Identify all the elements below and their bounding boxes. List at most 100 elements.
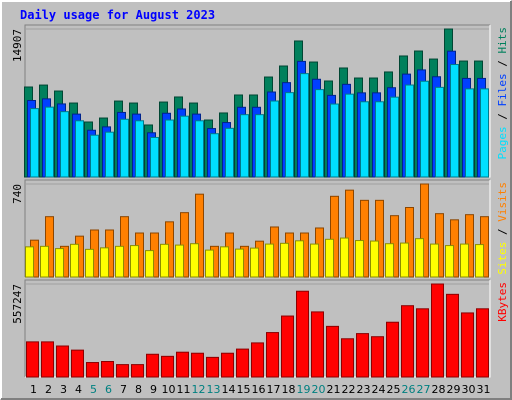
bar	[86, 362, 99, 378]
x-tick-label: 30	[462, 383, 476, 396]
bar	[180, 115, 189, 178]
x-tick-label: 25	[387, 383, 401, 396]
x-tick-label: 2	[45, 383, 52, 396]
bar	[55, 248, 64, 278]
panel-border-dark	[24, 279, 490, 377]
x-tick-label: 6	[105, 383, 112, 396]
x-tick-label: 10	[162, 383, 176, 396]
legend: Sites / Visits	[496, 182, 509, 275]
x-tick-label: 31	[477, 383, 491, 396]
bar	[100, 247, 109, 278]
bar	[220, 246, 229, 278]
x-tick-label: 5	[90, 383, 97, 396]
bar	[225, 127, 234, 178]
bar	[295, 240, 304, 278]
bar	[40, 245, 49, 278]
bar	[235, 248, 244, 278]
bar	[330, 195, 339, 278]
bar	[420, 183, 429, 278]
bar	[415, 238, 424, 278]
bar	[255, 114, 264, 178]
bar	[56, 345, 69, 378]
bar	[281, 315, 294, 378]
bar	[221, 352, 234, 378]
x-tick-label: 13	[207, 383, 221, 396]
x-tick-label: 3	[60, 383, 67, 396]
bar	[315, 89, 324, 178]
y-tick-label: 740	[11, 184, 24, 204]
bar	[475, 244, 484, 278]
y-tick-label: 557247	[11, 284, 24, 324]
x-tick-label: 1	[30, 383, 37, 396]
x-tick-label: 29	[447, 383, 461, 396]
x-tick-label: 19	[297, 383, 311, 396]
bar	[285, 92, 294, 178]
bar	[161, 355, 174, 378]
bar	[405, 207, 414, 278]
bar	[71, 349, 84, 378]
bar	[480, 88, 489, 178]
bar	[116, 364, 129, 378]
bar	[375, 101, 384, 178]
bar	[90, 134, 99, 178]
bar	[210, 133, 219, 178]
bar	[250, 247, 259, 278]
y-tick-label: 14907	[11, 29, 24, 62]
bar	[360, 101, 369, 178]
bar	[165, 119, 174, 178]
x-tick-label: 16	[252, 383, 266, 396]
x-tick-label: 9	[150, 383, 157, 396]
bar	[401, 305, 414, 378]
legend: Pages / Files / Hits	[496, 27, 509, 160]
bar	[85, 248, 94, 278]
x-tick-label: 28	[432, 383, 446, 396]
legend-entry: Pages	[496, 126, 509, 159]
bar	[356, 333, 369, 378]
legend-entry: Visits	[496, 182, 509, 222]
bar	[251, 342, 264, 378]
bar	[385, 243, 394, 278]
bar	[371, 336, 384, 378]
bar	[30, 108, 39, 178]
bar	[175, 244, 184, 278]
x-tick-label: 23	[357, 383, 371, 396]
bar	[146, 353, 159, 378]
bar	[120, 118, 129, 178]
legend-entry: Sites	[496, 242, 509, 275]
x-tick-label: 26	[402, 383, 416, 396]
bar	[105, 131, 114, 178]
bar	[195, 120, 204, 178]
bar	[430, 243, 439, 278]
x-tick-label: 11	[177, 383, 191, 396]
legend-separator: /	[496, 222, 509, 242]
legend-entry: Files	[496, 73, 509, 106]
x-tick-label: 22	[342, 383, 356, 396]
legend-separator: /	[496, 54, 509, 74]
bar	[25, 246, 34, 278]
x-tick-label: 15	[237, 383, 251, 396]
x-tick-label: 17	[267, 383, 281, 396]
bar	[310, 243, 319, 278]
bar	[135, 120, 144, 178]
bar	[435, 86, 444, 178]
bar	[460, 243, 469, 278]
bar	[450, 64, 459, 178]
bar	[176, 351, 189, 378]
bar	[190, 243, 199, 278]
chart-title: Daily usage for August 2023	[20, 8, 215, 22]
x-tick-label: 24	[372, 383, 386, 396]
bar	[476, 308, 489, 378]
bar	[240, 114, 249, 178]
bar	[131, 364, 144, 378]
bar	[115, 245, 124, 278]
bar	[75, 120, 84, 178]
bar	[390, 96, 399, 178]
bar	[160, 243, 169, 278]
bar	[375, 199, 384, 278]
bar	[45, 106, 54, 178]
legend-entry: KBytes	[496, 282, 509, 322]
panel-border-dark	[24, 179, 490, 277]
bar	[236, 348, 249, 378]
bar	[130, 245, 139, 278]
